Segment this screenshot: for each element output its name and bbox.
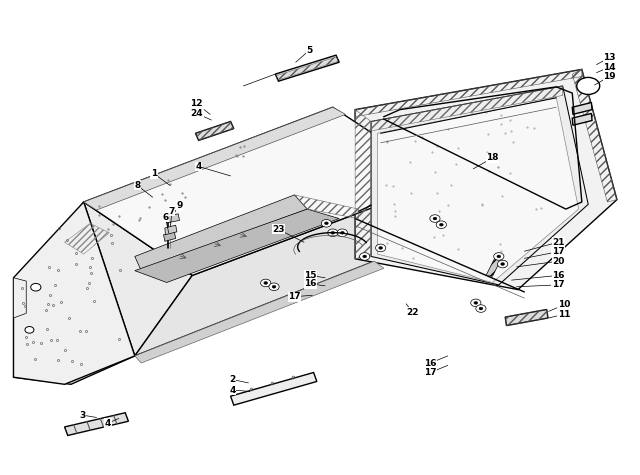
- Circle shape: [440, 223, 444, 226]
- Text: 18: 18: [486, 153, 499, 162]
- Text: 4: 4: [229, 386, 236, 395]
- Text: 3: 3: [79, 410, 86, 419]
- Text: 11: 11: [557, 310, 570, 319]
- Circle shape: [493, 253, 504, 260]
- Circle shape: [360, 253, 370, 260]
- Text: 17: 17: [288, 292, 301, 301]
- Text: 24: 24: [191, 109, 203, 118]
- Text: 20: 20: [552, 256, 564, 266]
- Polygon shape: [65, 413, 129, 436]
- Text: 10: 10: [558, 300, 570, 309]
- Text: 17: 17: [424, 368, 436, 377]
- Polygon shape: [572, 103, 592, 114]
- Circle shape: [497, 255, 500, 258]
- Text: 17: 17: [552, 280, 564, 289]
- Polygon shape: [164, 232, 175, 241]
- Text: 23: 23: [272, 225, 285, 234]
- Polygon shape: [13, 202, 135, 384]
- Polygon shape: [165, 225, 177, 235]
- Polygon shape: [135, 209, 339, 283]
- Circle shape: [497, 260, 508, 268]
- Circle shape: [430, 215, 440, 222]
- Text: 1: 1: [151, 169, 157, 178]
- Circle shape: [363, 255, 367, 258]
- Text: 14: 14: [603, 63, 616, 72]
- Polygon shape: [84, 107, 445, 276]
- Text: 19: 19: [603, 72, 616, 81]
- Text: 16: 16: [552, 271, 564, 280]
- Polygon shape: [378, 98, 579, 283]
- Text: 4: 4: [195, 162, 202, 171]
- Polygon shape: [135, 195, 307, 271]
- Circle shape: [31, 284, 41, 291]
- Circle shape: [337, 229, 348, 237]
- Text: 2: 2: [229, 375, 236, 384]
- Circle shape: [470, 299, 481, 307]
- Polygon shape: [486, 256, 502, 276]
- Circle shape: [324, 222, 328, 225]
- Circle shape: [479, 307, 483, 310]
- Circle shape: [272, 285, 276, 288]
- Polygon shape: [371, 86, 588, 285]
- Circle shape: [376, 244, 386, 252]
- Circle shape: [264, 282, 268, 285]
- Circle shape: [379, 247, 383, 249]
- Circle shape: [436, 221, 447, 228]
- Text: 22: 22: [406, 308, 419, 317]
- Polygon shape: [166, 214, 179, 223]
- Circle shape: [269, 283, 279, 291]
- Text: 12: 12: [191, 99, 203, 108]
- Text: 8: 8: [134, 181, 141, 190]
- Circle shape: [500, 263, 504, 266]
- Polygon shape: [13, 278, 26, 377]
- Circle shape: [331, 231, 335, 234]
- Text: 16: 16: [304, 279, 317, 288]
- Polygon shape: [572, 114, 592, 125]
- Text: 9: 9: [176, 201, 182, 210]
- Circle shape: [321, 219, 332, 227]
- Polygon shape: [26, 202, 192, 356]
- Text: 5: 5: [306, 46, 312, 55]
- Polygon shape: [230, 372, 317, 405]
- Text: 21: 21: [552, 238, 564, 247]
- Polygon shape: [13, 202, 135, 384]
- Text: 6: 6: [163, 213, 168, 222]
- Text: 13: 13: [603, 53, 616, 62]
- Polygon shape: [84, 107, 346, 210]
- Polygon shape: [135, 261, 384, 363]
- Text: 16: 16: [424, 359, 436, 368]
- Circle shape: [577, 77, 600, 95]
- Circle shape: [340, 231, 344, 234]
- Text: 4: 4: [105, 418, 111, 428]
- Text: 17: 17: [552, 247, 564, 256]
- Polygon shape: [505, 310, 548, 325]
- Text: 15: 15: [304, 271, 317, 280]
- Polygon shape: [195, 122, 234, 141]
- Circle shape: [260, 279, 271, 287]
- Circle shape: [433, 217, 437, 220]
- Polygon shape: [275, 55, 339, 81]
- Polygon shape: [355, 69, 617, 290]
- Circle shape: [476, 305, 486, 313]
- Text: 7: 7: [169, 207, 175, 216]
- Circle shape: [25, 326, 34, 333]
- Circle shape: [474, 302, 477, 304]
- Circle shape: [328, 229, 338, 237]
- Polygon shape: [135, 180, 445, 356]
